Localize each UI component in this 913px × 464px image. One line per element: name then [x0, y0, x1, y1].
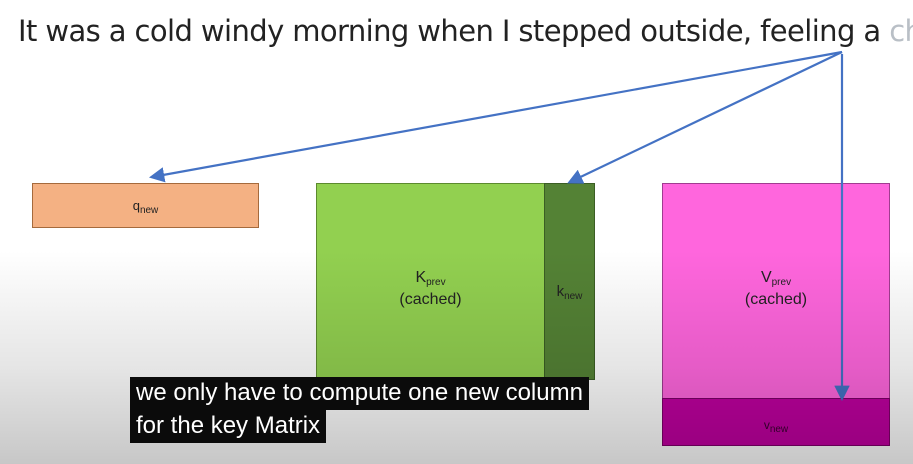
k-prev-cached-note: (cached) — [399, 290, 462, 308]
caption-line-2: for the key Matrix — [130, 410, 327, 443]
input-sentence: It was a cold windy morning when I stepp… — [18, 14, 913, 48]
arrow-to-q — [148, 50, 843, 183]
v-new-box — [662, 398, 890, 446]
q-new-box — [32, 183, 259, 228]
k-new-box — [544, 183, 595, 380]
sentence-text: It was a cold windy morning when I stepp… — [18, 14, 881, 48]
q-new-label: qnew — [132, 198, 159, 216]
v-prev-cached-note: (cached) — [744, 290, 808, 308]
k-new-label: knew — [556, 283, 583, 302]
highlighted-token: chill — [889, 14, 913, 48]
subtitle-caption: we only have to compute one new column f… — [130, 377, 589, 443]
v-prev-box — [662, 183, 890, 399]
caption-line-1: we only have to compute one new column — [130, 377, 589, 410]
arrow-to-k-new — [567, 51, 843, 184]
v-new-label: vnew — [763, 418, 789, 435]
k-prev-label: Kprev (cached) — [399, 269, 462, 308]
v-prev-label: Vprev (cached) — [744, 269, 808, 308]
